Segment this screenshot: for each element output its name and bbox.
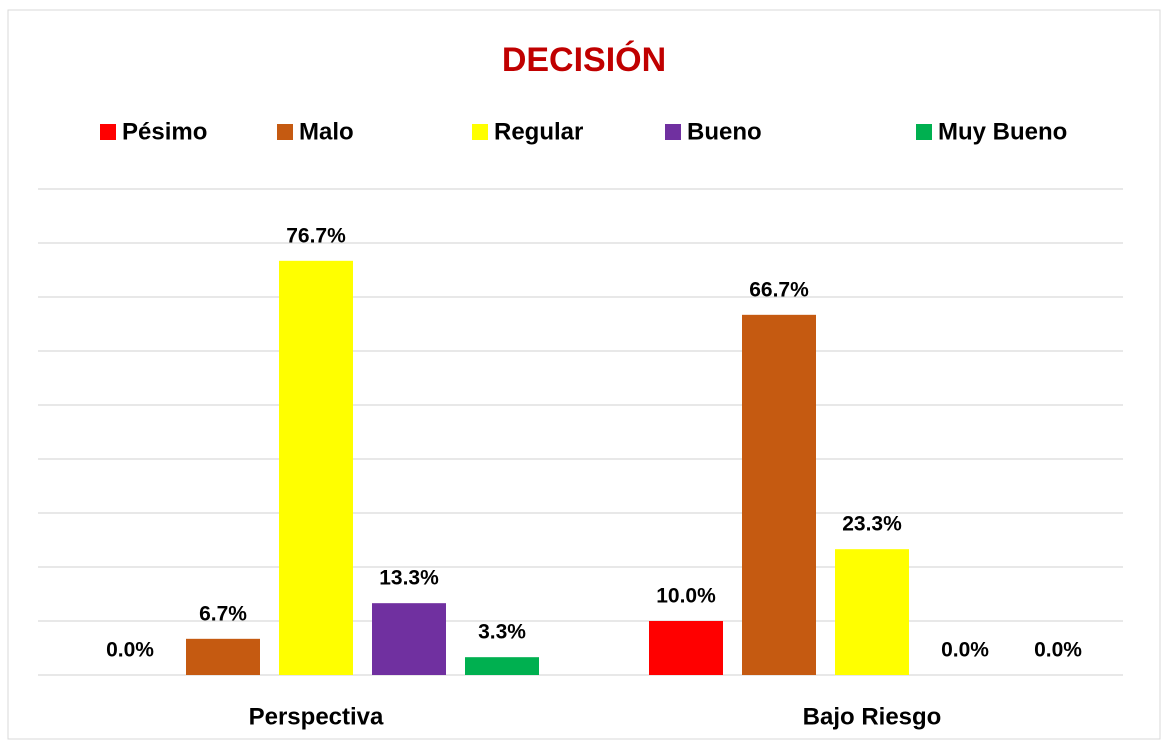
legend-swatch — [665, 124, 681, 140]
bar — [742, 314, 816, 675]
legend-label: Malo — [299, 118, 354, 145]
legend-label: Pésimo — [122, 118, 207, 145]
bar — [835, 549, 909, 675]
legend-label: Regular — [494, 118, 583, 145]
data-label: 66.7% — [749, 278, 809, 301]
data-label: 13.3% — [379, 567, 439, 590]
data-label: 0.0% — [106, 639, 154, 662]
chart-frame — [7, 9, 1161, 740]
data-label: 0.0% — [941, 639, 989, 662]
data-label: 23.3% — [842, 513, 902, 536]
legend-swatch — [916, 124, 932, 140]
bar — [372, 603, 446, 675]
bar — [649, 621, 723, 675]
legend-label: Muy Bueno — [938, 118, 1067, 145]
legend-swatch — [100, 124, 116, 140]
x-tick-label: Bajo Riesgo — [803, 703, 942, 730]
x-tick-label: Perspectiva — [249, 703, 384, 730]
bar — [465, 657, 539, 675]
legend-swatch — [472, 124, 488, 140]
data-label: 6.7% — [199, 602, 247, 625]
data-label: 0.0% — [1034, 639, 1082, 662]
chart-title: DECISIÓN — [502, 41, 666, 79]
data-label: 76.7% — [286, 224, 346, 247]
legend-label: Bueno — [687, 118, 762, 145]
bar — [279, 260, 353, 675]
bar — [186, 638, 260, 675]
data-label: 3.3% — [478, 621, 526, 644]
data-label: 10.0% — [656, 585, 716, 608]
legend-swatch — [277, 124, 293, 140]
